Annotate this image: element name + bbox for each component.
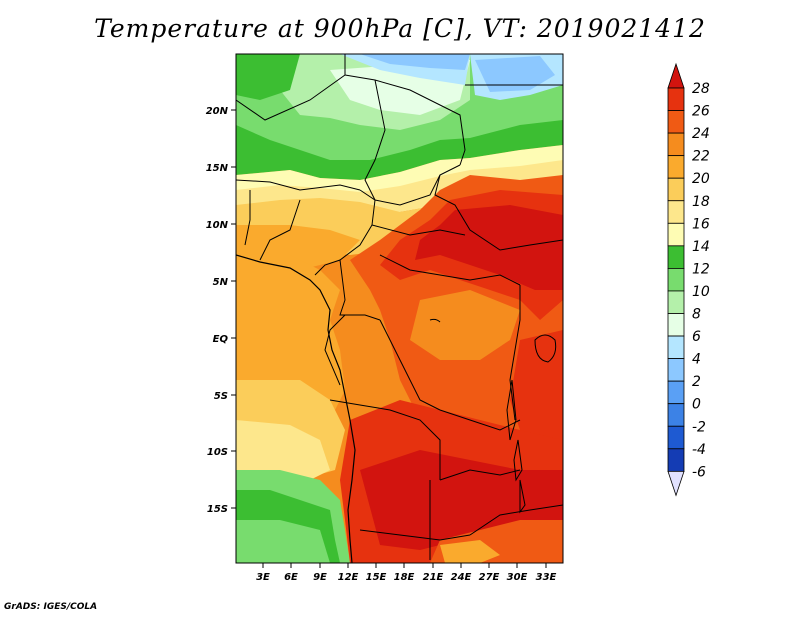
colorbar-label: 18: [692, 194, 710, 210]
colorbar-box: [667, 110, 685, 134]
map-title: Temperature at 900hPa [C], VT: 201902141…: [94, 14, 706, 43]
lon-label-27e: 27E: [479, 572, 500, 583]
lat-label-15n: 15N: [206, 163, 229, 174]
lon-label-9e: 9E: [313, 572, 327, 583]
colorbar-box: [667, 155, 685, 179]
lon-label-33e: 33E: [536, 572, 557, 583]
colorbar-label: 26: [692, 104, 710, 120]
colorbar-box: [667, 380, 685, 405]
colorbar-label: 22: [692, 149, 710, 165]
colorbar-label: 24: [692, 126, 710, 142]
colorbar-label: 20: [692, 171, 710, 187]
colorbar-label: -4: [692, 442, 706, 458]
colorbar-label: 14: [692, 239, 710, 255]
colorbar-label: 8: [692, 307, 701, 323]
colorbar-top-arrow: [667, 62, 685, 89]
colorbar-box: [667, 313, 685, 337]
colorbar-label: 4: [692, 352, 701, 368]
country-borders: [236, 54, 563, 560]
lat-axis: 20N 15N 10N 5N EQ 5S 10S 15S: [206, 106, 236, 515]
colorbar-label: 16: [692, 216, 710, 232]
colorbar-box: [667, 335, 685, 359]
colorbar-label: 12: [692, 261, 710, 277]
colorbar-label: 2: [692, 374, 701, 390]
colorbar-box: [667, 200, 685, 224]
map-frame: [235, 53, 564, 564]
colorbar-box: [667, 403, 685, 427]
temperature-field: [236, 54, 563, 563]
colorbar-label: 6: [692, 329, 701, 345]
colorbar-box: [667, 448, 685, 472]
lon-label-30e: 30E: [507, 572, 528, 583]
lon-label-18e: 18E: [394, 572, 415, 583]
colorbar-box: [667, 267, 685, 292]
lat-label-20n: 20N: [206, 106, 229, 117]
lat-label-5s: 5S: [214, 391, 228, 402]
lakes: [429, 318, 557, 514]
lon-label-3e: 3E: [256, 572, 270, 583]
colorbar-bottom-arrow: [667, 470, 685, 497]
lon-label-15e: 15E: [366, 572, 387, 583]
colorbar-label: 10: [692, 284, 710, 300]
lat-label-10s: 10S: [207, 447, 228, 458]
colorbar-label: -6: [692, 464, 706, 480]
colorbar-label: -2: [692, 419, 706, 435]
lon-label-21e: 21E: [423, 572, 444, 583]
lat-label-10n: 10N: [206, 220, 229, 231]
colorbar-box: [667, 132, 685, 157]
lat-label-15s: 15S: [207, 504, 228, 515]
colorbar-box: [667, 222, 685, 247]
lon-label-24e: 24E: [451, 572, 472, 583]
lon-label-12e: 12E: [338, 572, 359, 583]
colorbar-box: [667, 290, 685, 314]
colorbar-label: 0: [692, 397, 701, 413]
colorbar-box: [667, 358, 685, 382]
grads-credit: GrADS: IGES/COLA: [4, 602, 98, 612]
lon-axis: 3E 6E 9E 12E 15E 18E 21E 24E 27E 30E 33E: [256, 563, 557, 583]
colorbar-box: [667, 87, 685, 111]
lat-label-5n: 5N: [213, 277, 229, 288]
colorbar-box: [667, 177, 685, 202]
colorbar-box: [667, 245, 685, 269]
lon-label-6e: 6E: [284, 572, 298, 583]
coastline: [236, 254, 356, 563]
colorbar-box: [667, 425, 685, 450]
lat-label-eq: EQ: [213, 334, 229, 345]
colorbar-label: 28: [692, 81, 710, 97]
